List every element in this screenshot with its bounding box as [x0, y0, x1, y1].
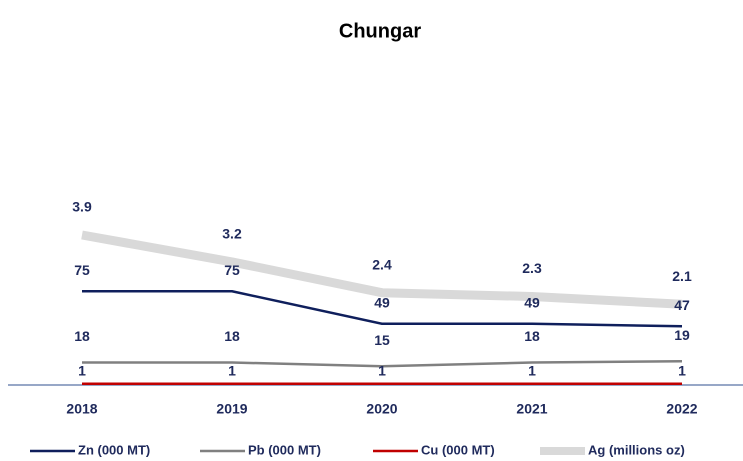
chart-title: Chungar — [339, 20, 421, 42]
series-line — [81, 230, 683, 309]
data-label: 75 — [224, 262, 240, 278]
data-label: 3.2 — [222, 226, 242, 242]
x-tick-label: 2021 — [516, 401, 547, 417]
data-label: 1 — [528, 362, 536, 378]
legend-label: Zn (000 MT) — [78, 442, 150, 457]
data-label: 19 — [674, 327, 690, 343]
x-tick-label: 2022 — [666, 401, 697, 417]
data-label: 49 — [524, 294, 540, 310]
data-label: 18 — [74, 328, 90, 344]
series-line — [82, 360, 683, 368]
series-line — [82, 290, 683, 328]
data-label: 2.1 — [672, 268, 692, 284]
x-tick-label: 2020 — [366, 401, 397, 417]
legend-label: Cu (000 MT) — [421, 442, 495, 457]
data-label: 15 — [374, 332, 390, 348]
data-label: 2.4 — [372, 256, 392, 272]
data-label: 75 — [74, 262, 90, 278]
legend-label: Ag (millions oz) — [588, 442, 685, 457]
data-label: 1 — [228, 362, 236, 378]
data-label: 1 — [378, 362, 386, 378]
data-label: 1 — [78, 362, 86, 378]
x-tick-label: 2019 — [216, 401, 247, 417]
data-label: 3.9 — [72, 199, 92, 215]
data-label: 47 — [674, 297, 690, 313]
data-label: 18 — [224, 328, 240, 344]
x-tick-label: 2018 — [66, 401, 97, 417]
data-label: 18 — [524, 328, 540, 344]
data-label: 1 — [678, 362, 686, 378]
data-label: 2.3 — [522, 260, 542, 276]
legend-label: Pb (000 MT) — [248, 442, 321, 457]
data-label: 49 — [374, 294, 390, 310]
